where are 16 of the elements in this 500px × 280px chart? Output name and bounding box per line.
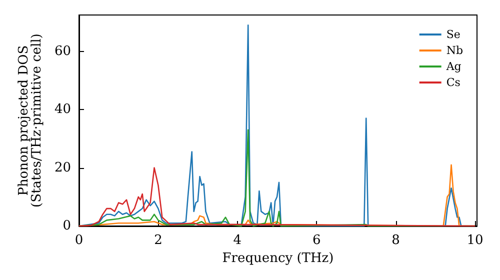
y-axis-title: Phonon projected DOS (States/THz·primitive cell) — [16, 33, 45, 208]
x-tick-label: 2 — [154, 233, 162, 248]
y-tick-label: 0 — [62, 218, 71, 234]
x-axis-title: Frequency (THz) — [222, 250, 334, 266]
x-tick-label: 0 — [74, 233, 84, 248]
y-tick-label: 60 — [54, 44, 71, 59]
x-tick-label: 6 — [312, 233, 321, 248]
x-tick-label: 8 — [392, 233, 400, 248]
x-tick-label: 4 — [233, 233, 242, 248]
y-tick-label: 40 — [54, 102, 71, 118]
y-tick-label: 20 — [54, 160, 71, 176]
x-tick-label: 10 — [466, 233, 484, 248]
legend-label: Ag — [445, 60, 462, 73]
legend-label: Nb — [446, 44, 464, 57]
legend-label: Se — [446, 28, 460, 41]
legend-label: Cs — [446, 76, 461, 89]
